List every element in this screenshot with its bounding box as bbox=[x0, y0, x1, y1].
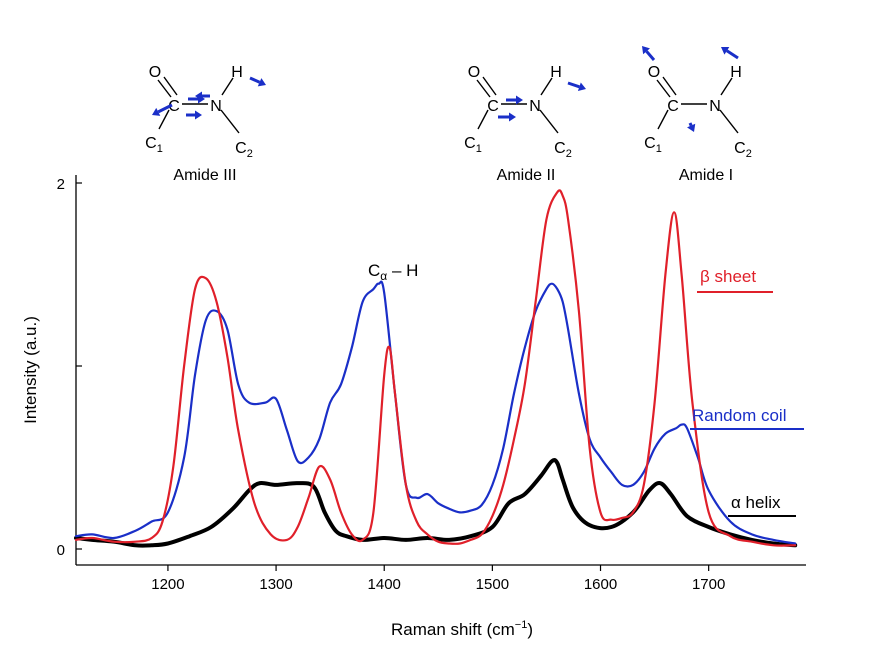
amide-i-label: Amide I bbox=[679, 167, 733, 184]
oxygen-atom: O bbox=[468, 64, 480, 81]
vibration-arrowhead bbox=[152, 107, 161, 116]
hydrogen-atom: H bbox=[550, 64, 562, 81]
vibration-arrow bbox=[567, 81, 580, 89]
x-tick-label: 1600 bbox=[584, 576, 617, 593]
vibration-arrow bbox=[645, 50, 656, 61]
vibration-arrowhead bbox=[721, 47, 730, 55]
beta-sheet-line bbox=[74, 189, 797, 547]
legend-label-alpha-helix: α helix bbox=[731, 493, 781, 512]
c1-atom: C1 bbox=[644, 135, 662, 155]
legend-item-random-coil: Random coil bbox=[690, 406, 804, 430]
n-c2-bond bbox=[539, 109, 559, 134]
nh-bond bbox=[221, 77, 234, 96]
vibration-arrowhead bbox=[516, 95, 523, 105]
carbon-atom: C bbox=[487, 98, 499, 115]
co-bond bbox=[157, 79, 172, 98]
vibration-arrowhead bbox=[642, 46, 650, 55]
n-c2-bond bbox=[220, 109, 240, 134]
c1-atom: C1 bbox=[464, 135, 482, 155]
amide-ii-label: Amide II bbox=[497, 167, 556, 184]
y-tick-label: 0 bbox=[57, 542, 65, 559]
nitrogen-atom: N bbox=[709, 98, 721, 115]
oxygen-atom: O bbox=[149, 64, 161, 81]
hydrogen-atom: H bbox=[231, 64, 243, 81]
series-labels: β sheet Random coil α helix bbox=[690, 267, 804, 517]
x-ticks: 1200 1300 1400 1500 1600 1700 bbox=[151, 565, 725, 593]
nitrogen-atom: N bbox=[529, 98, 541, 115]
x-tick-label: 1400 bbox=[368, 576, 401, 593]
c2-atom: C2 bbox=[734, 140, 752, 160]
y-ticks: 02 bbox=[57, 176, 82, 559]
c-c1-bond bbox=[657, 109, 669, 130]
vibration-arrowhead bbox=[195, 110, 202, 120]
random-coil-line bbox=[74, 280, 797, 545]
vibration-arrow bbox=[157, 103, 173, 114]
amide-iii-structure: OC NH C1 C2 Amide III bbox=[145, 64, 266, 184]
n-c2-bond bbox=[719, 109, 739, 134]
vibration-arrow bbox=[688, 122, 693, 127]
axes bbox=[75, 175, 806, 566]
carbon-atom: C bbox=[667, 98, 679, 115]
alpha-helix-line bbox=[74, 458, 798, 548]
c-c1-bond bbox=[158, 109, 170, 130]
carbon-atom: C bbox=[168, 98, 180, 115]
vibration-arrowhead bbox=[257, 78, 266, 87]
legend-label-random-coil: Random coil bbox=[692, 406, 787, 425]
c2-atom: C2 bbox=[554, 140, 572, 160]
vibration-arrow bbox=[726, 49, 739, 60]
oxygen-atom: O bbox=[648, 64, 660, 81]
legend-item-alpha-helix: α helix bbox=[728, 493, 796, 517]
c2-atom: C2 bbox=[235, 140, 253, 160]
x-tick-label: 1700 bbox=[692, 576, 725, 593]
co-bond bbox=[656, 79, 671, 98]
legend-item-beta-sheet: β sheet bbox=[697, 267, 773, 293]
vibration-arrowhead bbox=[195, 91, 202, 101]
x-tick-label: 1200 bbox=[151, 576, 184, 593]
vibration-arrowhead bbox=[577, 82, 586, 92]
hydrogen-atom: H bbox=[730, 64, 742, 81]
co-bond bbox=[476, 79, 491, 98]
amide-iii-label: Amide III bbox=[173, 167, 236, 184]
c1-atom: C1 bbox=[145, 135, 163, 155]
co-double-bond bbox=[163, 76, 178, 96]
vibration-arrow bbox=[249, 76, 261, 84]
nh-bond bbox=[540, 77, 553, 96]
co-double-bond bbox=[662, 76, 677, 96]
nh-bond bbox=[720, 77, 733, 96]
y-axis-label: Intensity (a.u.) bbox=[21, 316, 40, 424]
vibration-arrowhead bbox=[509, 112, 516, 122]
c-c1-bond bbox=[477, 109, 489, 130]
legend-label-beta-sheet: β sheet bbox=[700, 267, 756, 286]
x-tick-label: 1300 bbox=[259, 576, 292, 593]
nitrogen-atom: N bbox=[210, 98, 222, 115]
co-double-bond bbox=[482, 76, 497, 96]
x-axis-label: Raman shift (cm−1) bbox=[391, 619, 533, 639]
series-lines bbox=[74, 189, 798, 548]
amide-ii-structure: OC NH C1 C2 Amide II bbox=[464, 64, 586, 184]
vibration-arrowhead bbox=[687, 123, 696, 132]
y-tick-label: 2 bbox=[57, 176, 65, 193]
x-tick-label: 1500 bbox=[476, 576, 509, 593]
calpha-h-annotation: Cα – H bbox=[368, 261, 418, 283]
